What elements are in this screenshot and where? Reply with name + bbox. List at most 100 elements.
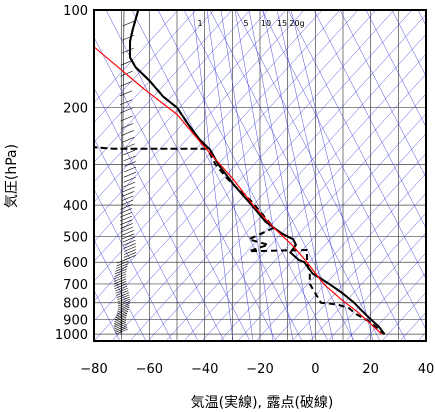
guide-line [237,133,426,341]
y-tick-label: 800 [63,297,88,312]
x-axis-title: 気温(実線), 露点(破線) [191,395,334,411]
wind-barb [115,287,128,294]
guide-line [94,10,269,203]
wind-barb [116,260,129,267]
wind-barb [122,233,135,240]
mixing-ratio-label: 15 [277,19,287,28]
guide-line [94,10,251,183]
guide-line [363,272,426,341]
wind-barb [117,294,130,301]
wind-barb [116,308,129,315]
mixing-ratio-label: 1 [197,19,202,28]
wind-barb [119,90,133,97]
wind-barbs [113,10,137,335]
x-tick-label: −80 [80,362,107,377]
series-1-line [94,10,386,335]
mixing-ratio-label: 10 [261,19,271,28]
guide-line [365,10,426,128]
y-tick-label: 1000 [55,328,88,343]
guide-line [235,10,407,341]
wind-barb [123,240,136,246]
guide-line [111,10,413,341]
mixing-ratio-label: 20g [289,19,304,28]
guide-line [345,252,426,341]
wind-staff [120,10,125,335]
guide-line [262,10,334,341]
x-tick-label: 0 [311,362,319,377]
wind-barb [121,130,134,136]
wind-barb [115,328,128,335]
wind-barb [120,223,133,229]
x-tick-label: 20 [362,362,379,377]
wind-barb [123,246,137,252]
wind-barb [120,115,133,122]
plot-frame [93,9,427,342]
x-tick-label: −20 [246,362,273,377]
wind-barb [123,171,136,178]
guide-line [94,10,395,341]
guide-line [94,36,251,341]
y-tick-label: 200 [63,102,88,117]
y-tick-label: 400 [63,199,88,214]
wind-barb [123,252,136,258]
guide-line [94,138,199,341]
guide-line [255,153,426,341]
wind-barb [115,263,129,269]
wind-barb [114,323,127,330]
guide-line [157,10,329,341]
guide-line [201,93,426,341]
wind-barb [116,306,130,313]
guide-line [234,10,294,341]
guide-line [94,10,359,302]
x-tick-label: −60 [136,362,163,377]
wind-barb [117,300,131,307]
wind-barb [114,316,127,323]
guide-line [94,10,323,262]
series-2-line [94,46,383,335]
wind-barb [123,155,136,162]
guide-line [273,172,426,341]
wind-barb [123,181,136,188]
x-tick-label: −40 [191,362,218,377]
wind-barb [117,296,130,303]
guide-line [94,188,173,341]
guide-line [313,10,426,229]
wind-barb [123,161,137,167]
y-tick-label: 900 [63,313,88,328]
wind-barb [121,191,135,197]
wind-barb [123,166,137,173]
wind-barb [122,20,135,27]
wind-barb [121,195,134,202]
x-tick-labels: −80 −60 −40 −20 0 20 40 [80,362,434,377]
guide-line [94,10,215,143]
wind-barb [116,292,129,298]
wind-barb [123,149,136,156]
wind-barb [122,137,135,143]
wind-barb [114,281,127,287]
wind-barb [120,199,134,206]
y-tick-label: 500 [63,231,88,246]
wind-barb [120,81,133,87]
wind-barb [119,99,133,106]
wind-barb [113,276,127,282]
wind-barb [120,204,133,210]
y-tick-label: 600 [63,256,88,271]
wind-barb [117,304,130,311]
wind-barb [114,318,127,324]
wind-barb [113,321,127,328]
guide-line [192,10,234,341]
wind-barb [114,325,127,331]
guide-line [94,87,225,341]
y-tick-label: 300 [63,159,88,174]
wind-barb [117,257,130,264]
wind-barb [113,320,127,326]
guide-line [94,10,197,123]
wind-barb [117,302,130,309]
guide-line [291,192,426,341]
wind-barb [123,249,137,255]
wind-barb [114,271,127,277]
mixing-ratio-label: 5 [243,19,248,28]
guide-line [276,10,354,341]
